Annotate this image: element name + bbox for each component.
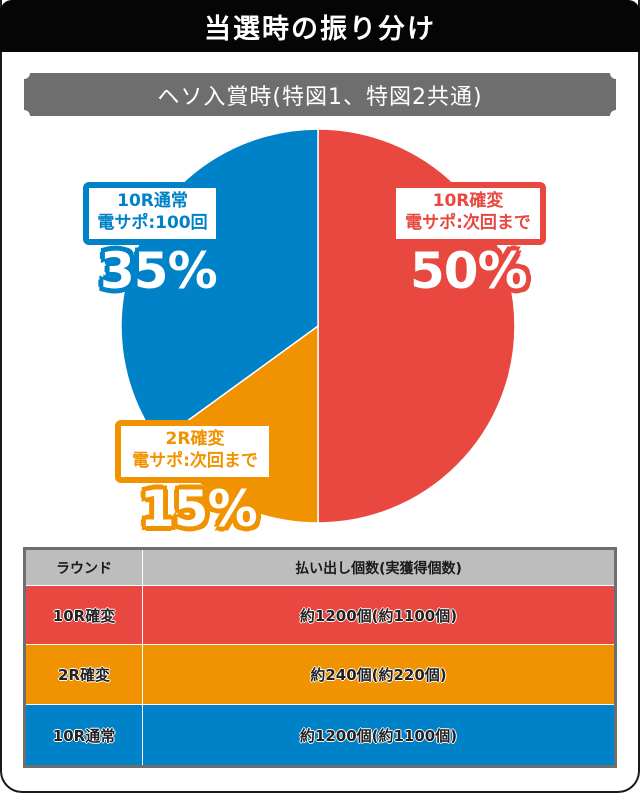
page-title: 当選時の振り分け <box>204 13 436 45</box>
table-row: 2R確変 約240個(約220個) <box>24 644 616 705</box>
cell-payout: 約1200個(約1100個) <box>142 704 616 767</box>
title-bar: 当選時の振り分け <box>0 0 640 52</box>
subtitle: ヘソ入賞時(特図1、特図2共通) <box>157 84 483 110</box>
corner-notch <box>18 67 30 79</box>
cell-round: 10R通常 <box>24 704 143 767</box>
label-2r-kakuhen: 2R確変 電サポ:次回まで <box>115 420 275 483</box>
label-round: 10R通常 <box>117 191 188 211</box>
percent-2r-kakuhen: 15% <box>140 480 258 538</box>
corner-notch <box>610 67 622 79</box>
cell-round: 2R確変 <box>24 644 143 705</box>
label-round: 2R確変 <box>165 429 225 449</box>
corner-notch <box>18 110 30 122</box>
label-10r-kakuhen: 10R確変 電サポ:次回まで <box>390 182 546 245</box>
header-payout: 払い出し個数(実獲得個数) <box>142 548 616 586</box>
table-row: 10R確変 約1200個(約1100個) <box>24 585 616 645</box>
payout-table: ラウンド 払い出し個数(実獲得個数) 10R確変 約1200個(約1100個) … <box>23 547 617 768</box>
label-support: 電サポ:次回まで <box>132 451 258 471</box>
table-row: 10R通常 約1200個(約1100個) <box>24 704 616 767</box>
corner-notch <box>610 110 622 122</box>
label-support: 電サポ:次回まで <box>405 213 531 233</box>
cell-round: 10R確変 <box>24 585 143 645</box>
cell-payout: 約240個(約220個) <box>142 644 616 705</box>
percent-10r-kakuhen: 50% <box>410 242 528 300</box>
label-10r-normal: 10R通常 電サポ:100回 <box>83 182 222 245</box>
percent-10r-normal: 35% <box>100 242 218 300</box>
table-header-row: ラウンド 払い出し個数(実獲得個数) <box>24 548 616 586</box>
cell-payout: 約1200個(約1100個) <box>142 585 616 645</box>
label-support: 電サポ:100回 <box>97 213 208 233</box>
subtitle-bar: ヘソ入賞時(特図1、特図2共通) <box>18 67 622 122</box>
label-round: 10R確変 <box>432 191 504 211</box>
header-round: ラウンド <box>24 548 143 586</box>
